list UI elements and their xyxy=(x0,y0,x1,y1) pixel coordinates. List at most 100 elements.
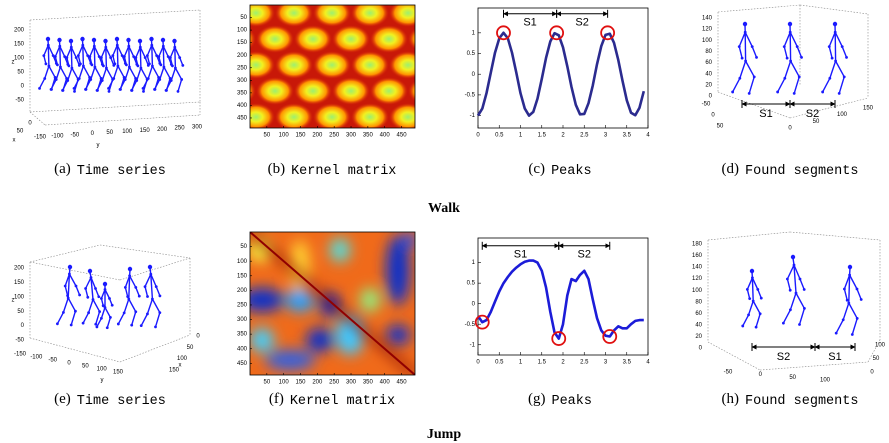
z-tick-label: 100 xyxy=(14,56,25,62)
box-edge xyxy=(29,244,101,263)
skeleton-joint xyxy=(848,273,851,277)
skeleton-bone xyxy=(84,79,92,90)
x-tick-label: 100 xyxy=(837,112,848,118)
skeleton-joint xyxy=(789,59,792,63)
skeleton-joint xyxy=(100,79,104,82)
x-tick-label: -150 xyxy=(14,352,27,358)
skeleton-joint xyxy=(151,297,154,301)
skeleton-joint xyxy=(146,295,149,298)
heat-blob xyxy=(446,0,484,1)
z-tick-label: 0 xyxy=(21,84,25,90)
heat-blob xyxy=(351,5,389,27)
skeleton-bone xyxy=(757,289,762,299)
heat-region xyxy=(360,288,380,312)
box-edge xyxy=(707,341,761,371)
heat-region xyxy=(306,328,334,352)
x-tick-label: 0.5 xyxy=(495,133,504,139)
z-tick-label: 40 xyxy=(705,71,712,77)
skeleton-bone xyxy=(739,60,747,79)
axis-letter: z xyxy=(12,298,15,304)
x-tick-label: 200 xyxy=(312,380,323,386)
x-tick-label: 300 xyxy=(346,133,357,139)
y-tick-label: 300 xyxy=(237,317,248,323)
skeleton-bone xyxy=(104,307,112,318)
skeleton-joint xyxy=(111,54,115,57)
skeleton-joint xyxy=(750,45,754,48)
skeleton-bone xyxy=(123,56,128,66)
x-tick-label: 0 xyxy=(91,131,95,137)
skeleton-bone xyxy=(793,264,801,280)
row-label: Walk xyxy=(428,201,460,216)
heat-region xyxy=(265,350,315,370)
skeleton-bone xyxy=(101,67,108,81)
axis-letter: x xyxy=(179,363,182,369)
x-tick-label: 450 xyxy=(397,380,408,386)
x-tick-label: 3.5 xyxy=(623,133,632,139)
peak-marker xyxy=(549,25,565,41)
skeleton-bone xyxy=(62,297,69,313)
skeleton-bone xyxy=(135,46,141,58)
heat-blob xyxy=(294,0,332,1)
skeleton-joint xyxy=(756,288,760,291)
skeleton-joint xyxy=(99,56,103,59)
x-tick-label: 350 xyxy=(363,380,374,386)
heat-blob xyxy=(250,5,275,27)
skeleton-bone xyxy=(153,79,161,90)
skeleton-joint xyxy=(56,63,59,67)
heat-blob xyxy=(256,77,294,105)
skeleton-bone xyxy=(59,46,62,68)
skeleton-joint xyxy=(115,43,119,47)
box-edge xyxy=(119,334,191,363)
skeleton-bone xyxy=(95,311,101,325)
skeleton-joint xyxy=(180,78,184,81)
skeleton-head xyxy=(91,37,97,43)
skeleton-bone xyxy=(100,289,106,299)
peak-marker xyxy=(600,25,616,41)
skeleton-joint xyxy=(66,79,70,82)
plot-frame xyxy=(477,237,649,356)
caption-letter: (a) xyxy=(54,161,71,177)
skeleton-joint xyxy=(738,76,742,80)
skeleton-joint xyxy=(792,263,796,267)
skeleton-joint xyxy=(100,316,103,320)
skeleton-joint xyxy=(123,78,127,81)
skeleton-joint xyxy=(174,66,177,70)
skeleton-joint xyxy=(101,304,105,308)
skeleton-bone xyxy=(828,46,833,59)
x-tick-label: 3 xyxy=(604,360,608,366)
skeleton-bone xyxy=(98,56,103,65)
skeleton-head xyxy=(67,264,73,270)
y-tick-label: 1 xyxy=(472,260,476,266)
skeleton-bone xyxy=(93,46,96,68)
box-edge xyxy=(717,91,791,119)
skeleton-joint xyxy=(146,312,149,316)
caption: (e) Time series xyxy=(54,391,166,408)
peak-marker xyxy=(496,25,511,41)
axes-3d xyxy=(29,9,201,126)
skeleton-bone xyxy=(82,45,85,67)
skeleton-head xyxy=(102,281,108,287)
skeleton-joint xyxy=(834,59,837,63)
heat-blob xyxy=(408,129,446,157)
x-tick-label: 150 xyxy=(140,128,151,134)
heat-region xyxy=(386,325,410,345)
skeleton-joint xyxy=(755,56,758,59)
skeleton-joint xyxy=(103,306,107,309)
skeleton-bone xyxy=(77,44,84,56)
x-tick-label: 0 xyxy=(476,360,480,366)
skeleton-bone xyxy=(789,292,797,311)
skeleton-bone xyxy=(43,55,47,65)
skeleton-joint xyxy=(789,308,792,312)
skeleton-bone xyxy=(755,313,761,328)
skeleton-joint xyxy=(842,75,846,79)
skeleton-head xyxy=(160,37,166,43)
caption-letter: (c) xyxy=(528,161,545,177)
skeleton-bone xyxy=(151,45,154,67)
skeleton-bone xyxy=(841,46,848,58)
skeleton-bone xyxy=(154,312,161,328)
skeleton-joint xyxy=(116,322,120,326)
z-tick-label: 20 xyxy=(695,334,702,340)
skeleton-bone xyxy=(90,277,94,300)
x-tick-label: 50 xyxy=(82,364,89,370)
